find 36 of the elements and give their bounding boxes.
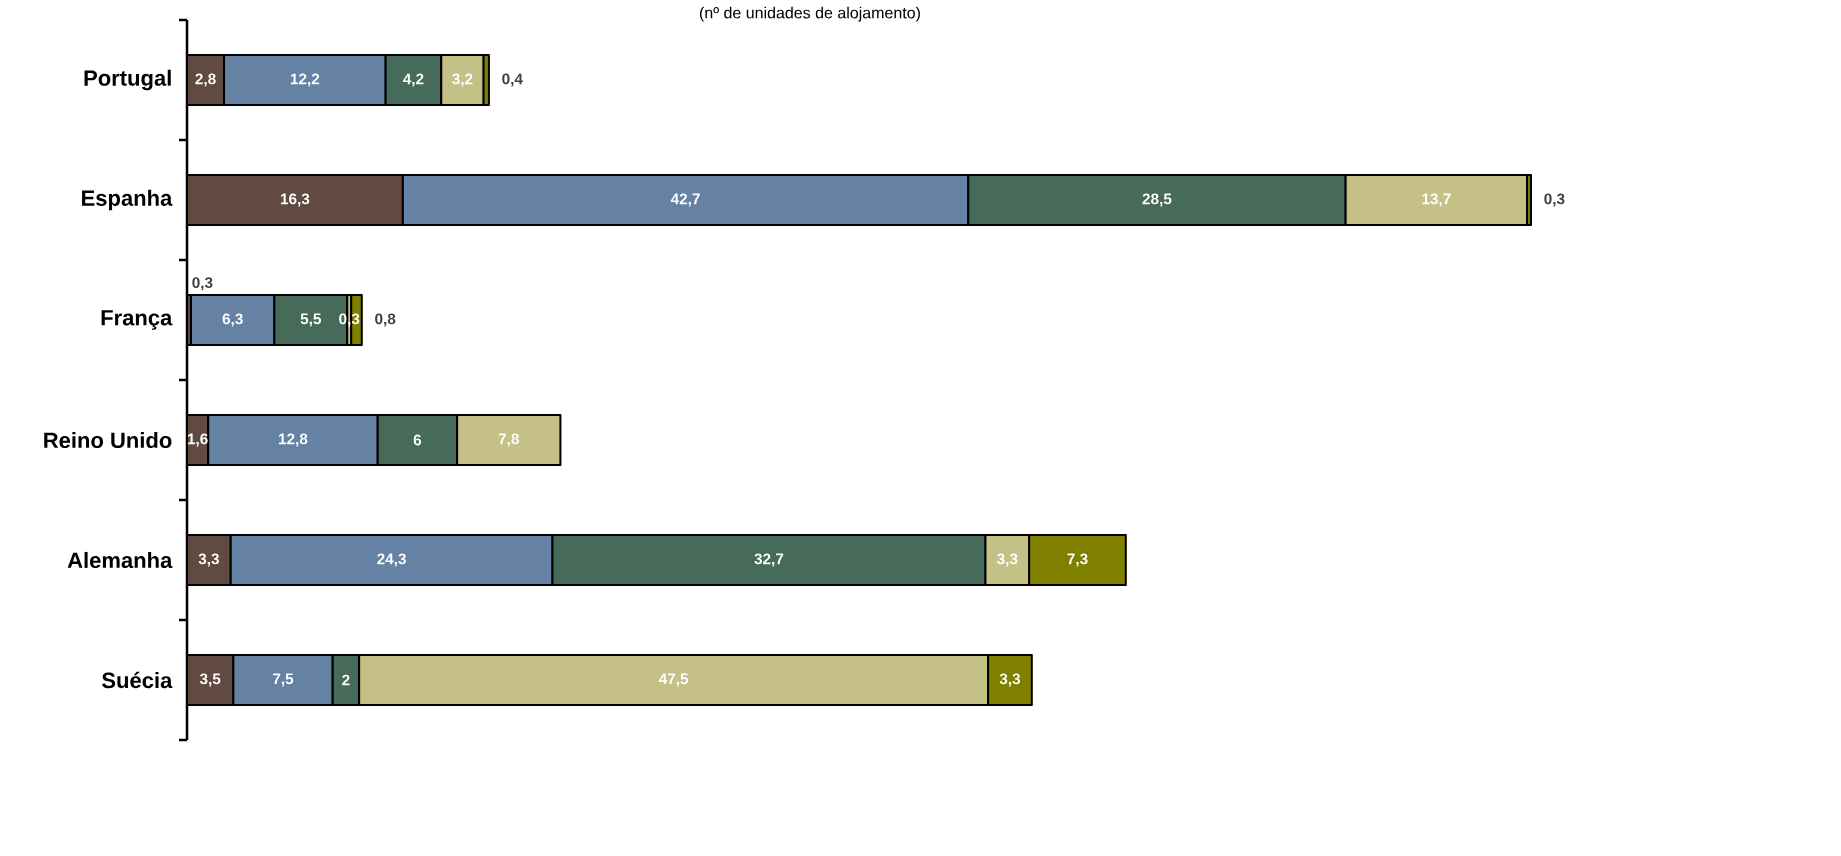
data-label: 6 <box>413 434 422 446</box>
chart-subtitle: (nº de unidades de alojamento) <box>700 6 920 22</box>
y-tick-label: Espanha <box>82 189 173 211</box>
data-label: 0,8 <box>375 313 396 327</box>
data-label: 0,3 <box>192 277 213 291</box>
data-label: 6,3 <box>222 313 243 327</box>
data-label: 3,3 <box>198 553 219 567</box>
y-tick-label: Alemanha <box>67 551 173 569</box>
data-label: 4,2 <box>403 73 424 87</box>
data-label: 24,3 <box>377 553 406 567</box>
data-label: 13,7 <box>1422 193 1451 207</box>
data-label: 3,5 <box>199 673 221 687</box>
data-label: 2,8 <box>195 73 216 87</box>
data-label: 7,3 <box>1067 553 1088 567</box>
data-label: 1,6 <box>187 433 208 447</box>
data-label: 12,2 <box>290 73 320 87</box>
y-tick-label: Portugal <box>84 69 171 91</box>
y-tick-label: Reino Unido <box>44 431 172 449</box>
data-label: 2 <box>342 674 350 686</box>
data-label: 0,3 <box>1544 193 1565 207</box>
y-tick-label: Suécia <box>102 671 173 689</box>
data-label: 0,3 <box>339 313 360 327</box>
data-label: 32,7 <box>754 553 784 567</box>
data-label: 12,8 <box>278 433 308 447</box>
data-label: 5,5 <box>300 313 322 327</box>
data-label: 3,3 <box>997 553 1018 567</box>
data-label: 28,5 <box>1142 193 1172 207</box>
data-label: 3,2 <box>452 73 473 87</box>
data-label: 42,7 <box>670 193 700 207</box>
data-label: 7,5 <box>273 673 294 687</box>
data-label: 47,5 <box>658 673 689 687</box>
data-label: 16,3 <box>280 193 310 207</box>
data-label: 3,3 <box>999 673 1021 687</box>
y-tick-label: França <box>101 310 173 330</box>
data-label: 7,8 <box>498 433 519 447</box>
data-label: 0,4 <box>502 73 523 87</box>
